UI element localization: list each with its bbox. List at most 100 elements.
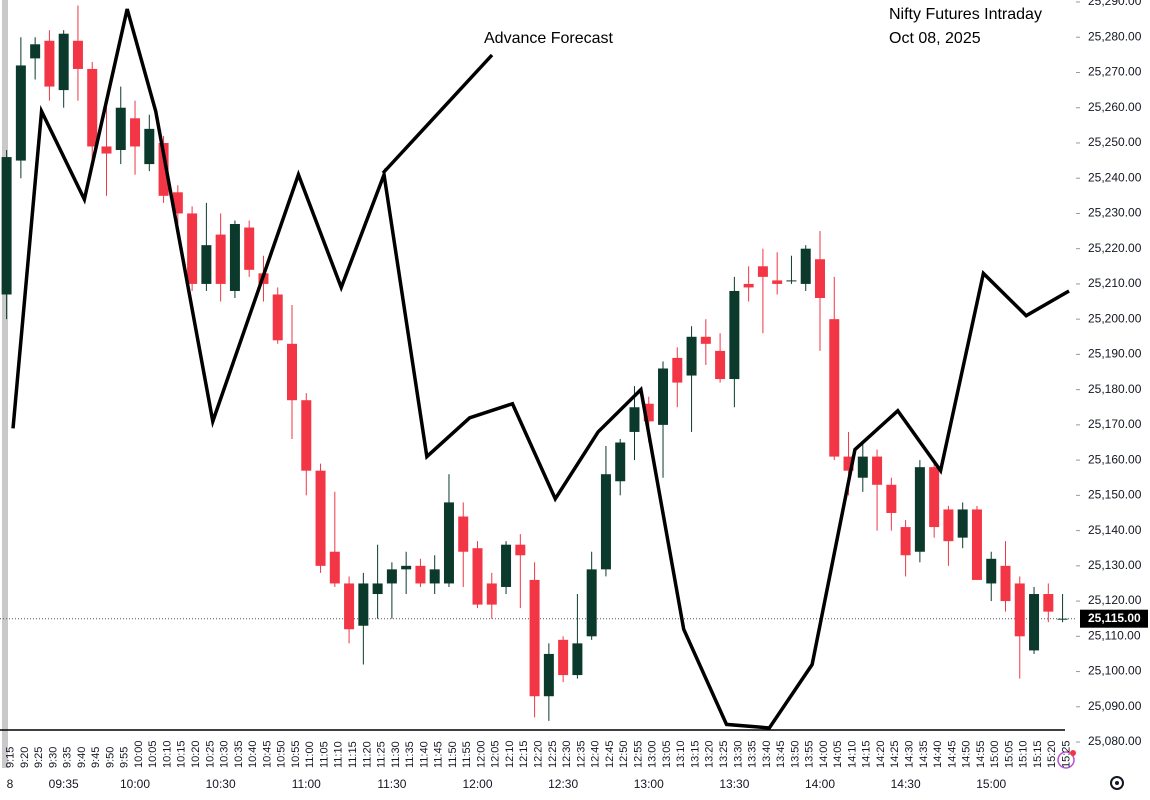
x-tick-label: 11:25 — [376, 741, 388, 768]
y-tick-label: 25,140.00 — [1088, 523, 1142, 537]
annotation-pointer — [381, 53, 494, 175]
candle-body — [44, 40, 55, 87]
x-tick-label: 13:10 — [675, 740, 687, 768]
y-tick-label: 25,230.00 — [1088, 206, 1142, 220]
candle-body — [72, 40, 83, 69]
x-tick-label: 12:15 — [518, 740, 530, 768]
x-tick-label: 9:15 — [5, 747, 17, 768]
candle-body — [757, 266, 768, 277]
x-tick-label: 10:45 — [261, 740, 273, 768]
candle-body — [572, 643, 583, 676]
x-time-label: 14:00 — [805, 777, 835, 791]
chart-title: Nifty Futures Intraday — [889, 6, 1042, 23]
candle-body — [272, 294, 283, 341]
candle-body — [543, 653, 554, 697]
y-tick-label: 25,150.00 — [1088, 488, 1142, 502]
x-tick-label: 11:35 — [404, 741, 416, 768]
candle-body — [629, 407, 640, 432]
x-tick-label: 15:05 — [1003, 740, 1015, 768]
x-tick-label: 14:20 — [875, 740, 887, 768]
candle-body — [686, 336, 697, 376]
x-tick-label: 14:25 — [889, 740, 901, 768]
candle-body — [843, 456, 854, 471]
x-tick-label: 13:30 — [732, 740, 744, 768]
plot-area — [0, 5, 1076, 730]
candle-body — [415, 565, 426, 584]
candle-body — [700, 336, 711, 344]
candle-body — [586, 569, 597, 637]
y-tick-label: 25,240.00 — [1088, 170, 1142, 184]
candle-body — [486, 583, 497, 605]
x-tick-label: 10:55 — [290, 740, 302, 768]
candle-body — [287, 343, 297, 401]
x-time-label: 11:30 — [377, 777, 406, 791]
candle-body — [943, 509, 954, 542]
candle-body — [672, 357, 683, 383]
x-tick-label: 14:30 — [904, 740, 916, 768]
alert-icon[interactable] — [1057, 750, 1076, 769]
candle-body — [244, 227, 255, 270]
x-tick-label: 12:40 — [590, 740, 602, 768]
x-tick-label: 11:05 — [318, 741, 330, 768]
x-tick-label: 10:15 — [176, 740, 188, 768]
candle-body — [429, 569, 440, 584]
candle-body — [929, 467, 940, 528]
x-time-label: 10:30 — [206, 777, 236, 791]
x-tick-label: 12:20 — [532, 740, 544, 768]
x-tick-label: 14:10 — [846, 740, 858, 768]
x-tick-label: 13:00 — [647, 740, 659, 768]
x-tick-label: 13:25 — [718, 740, 730, 768]
candle-body — [472, 548, 483, 605]
y-tick-label: 25,090.00 — [1088, 699, 1142, 713]
candle-body — [515, 544, 526, 556]
x-tick-label: 13:50 — [789, 740, 801, 768]
x-tick-label: 14:35 — [918, 740, 930, 768]
x-tick-label: 12:25 — [547, 740, 559, 768]
y-tick-label: 25,280.00 — [1088, 29, 1142, 43]
candle-body — [201, 245, 212, 284]
candle-body — [600, 474, 611, 570]
candle-body — [957, 509, 968, 538]
x-tick-label: 12:50 — [618, 740, 630, 768]
x-tick-label: 13:15 — [689, 740, 701, 768]
settings-icon[interactable] — [1110, 776, 1124, 790]
candle-body — [558, 639, 569, 676]
y-tick-label: 25,200.00 — [1088, 311, 1142, 325]
x-time-label: 14:30 — [891, 777, 921, 791]
chart-subtitle: Oct 08, 2025 — [889, 30, 981, 47]
x-tick-label: 9:40 — [76, 747, 88, 768]
y-tick-label: 25,260.00 — [1088, 100, 1142, 114]
x-tick-label: 9:55 — [119, 747, 131, 768]
x-tick-label: 12:35 — [575, 740, 587, 768]
x-tick-label: 15:15 — [1032, 740, 1044, 768]
candle-body — [501, 544, 512, 587]
y-tick-label: 25,160.00 — [1088, 452, 1142, 466]
candle-body — [301, 400, 312, 471]
candle-body — [1029, 594, 1040, 651]
y-tick-label: 25,250.00 — [1088, 135, 1142, 149]
x-tick-label: 9:35 — [62, 747, 74, 768]
last-price-label: 25,115.00 — [1088, 611, 1141, 625]
candle-body — [358, 583, 369, 626]
x-tick-label: 14:05 — [832, 740, 844, 768]
y-tick-label: 25,210.00 — [1088, 276, 1142, 290]
y-tick-label: 25,130.00 — [1088, 558, 1142, 572]
x-tick-label: 13:35 — [747, 740, 759, 768]
x-tick-label: 10:10 — [161, 740, 173, 768]
x-time-label: 15:00 — [976, 777, 1006, 791]
x-time-label: 8 — [7, 777, 14, 791]
y-tick-label: 25,100.00 — [1088, 664, 1142, 678]
candle-body — [1043, 594, 1054, 612]
x-tick-label: 11:20 — [361, 741, 373, 768]
candle-body — [15, 65, 26, 161]
x-tick-label: 10:05 — [147, 740, 159, 768]
candle-body — [786, 280, 797, 282]
candle-body — [615, 442, 626, 482]
x-time-label: 12:00 — [462, 777, 492, 791]
x-tick-label: 10:30 — [219, 740, 231, 768]
candle-body — [329, 551, 340, 584]
candle-body — [529, 579, 540, 697]
x-tick-label: 12:00 — [475, 740, 487, 768]
candle-body — [772, 280, 783, 284]
x-tick-label: 15:25 — [1060, 740, 1072, 768]
